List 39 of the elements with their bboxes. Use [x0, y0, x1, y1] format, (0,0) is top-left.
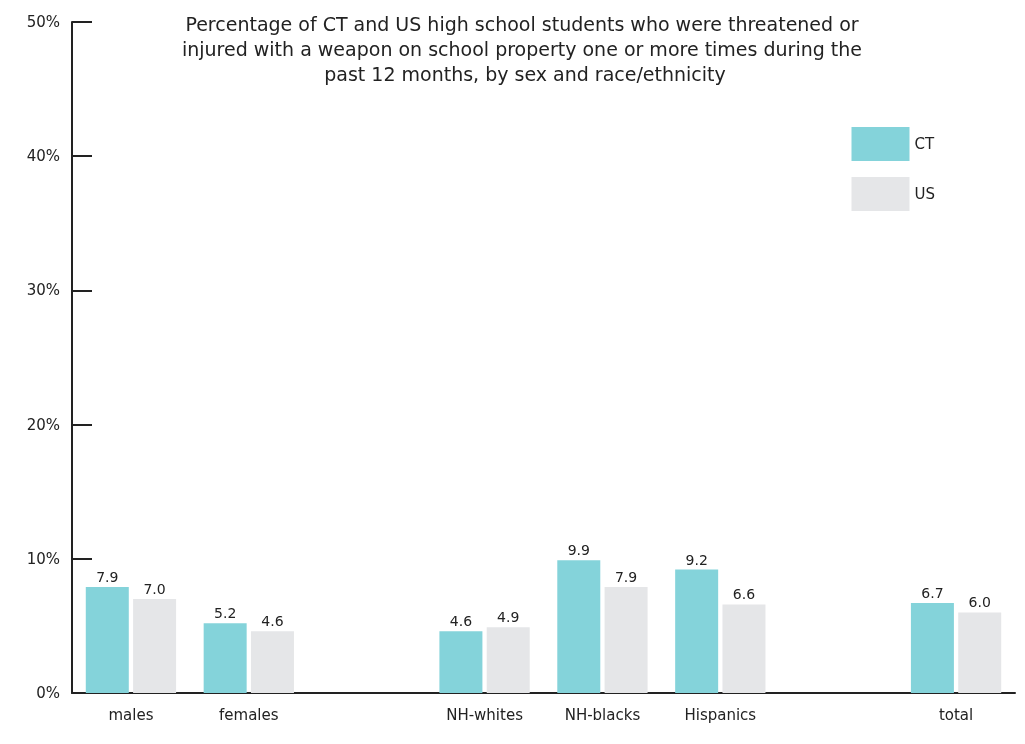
bar: [203, 623, 247, 693]
bar: [604, 586, 648, 693]
data-label: 9.2: [685, 551, 708, 568]
bar: [439, 631, 483, 693]
y-tick-label: 10%: [26, 549, 60, 568]
data-label: 4.6: [449, 613, 473, 630]
data-label: 6.0: [968, 594, 991, 611]
x-tick-label: males: [108, 705, 154, 724]
data-label: 4.9: [497, 609, 520, 626]
data-label: 5.2: [214, 605, 237, 622]
data-label: 9.9: [567, 542, 590, 559]
bar: [910, 603, 954, 693]
y-tick-label: 30%: [26, 281, 60, 300]
y-tick-label: 50%: [26, 13, 60, 31]
data-label: 4.6: [261, 613, 284, 630]
data-label: 6.6: [732, 586, 756, 603]
x-tick-label: Hispanics: [684, 705, 757, 724]
data-label: 7.9: [96, 568, 119, 585]
bar: [133, 599, 177, 693]
y-tick-label: 40%: [26, 147, 60, 166]
y-tick-label: 0%: [36, 684, 60, 702]
x-tick-label: NH-blacks: [564, 705, 641, 724]
data-label: 7.9: [614, 568, 638, 585]
bar: [486, 627, 530, 693]
text: Percentage of CT and US high school students who were threatened or injured with a weapon on school property one or more times during the past 12 months, by sex and race/ethnicity: [181, 12, 869, 85]
bar: [557, 560, 601, 693]
bar: [675, 569, 719, 693]
bar: [250, 631, 294, 693]
bar: [722, 604, 766, 693]
x-tick-label: females: [219, 705, 279, 724]
bar: [958, 612, 1002, 693]
y-tick-label: 20%: [26, 415, 60, 434]
data-label: 7.0: [143, 581, 166, 598]
x-tick-label: total: [938, 705, 974, 724]
legend-label: CT: [914, 135, 935, 153]
legend-label: US: [914, 185, 936, 203]
x-tick-label: NH-whites: [446, 705, 524, 724]
data-label: 6.7: [921, 585, 944, 602]
bar: [85, 586, 129, 693]
